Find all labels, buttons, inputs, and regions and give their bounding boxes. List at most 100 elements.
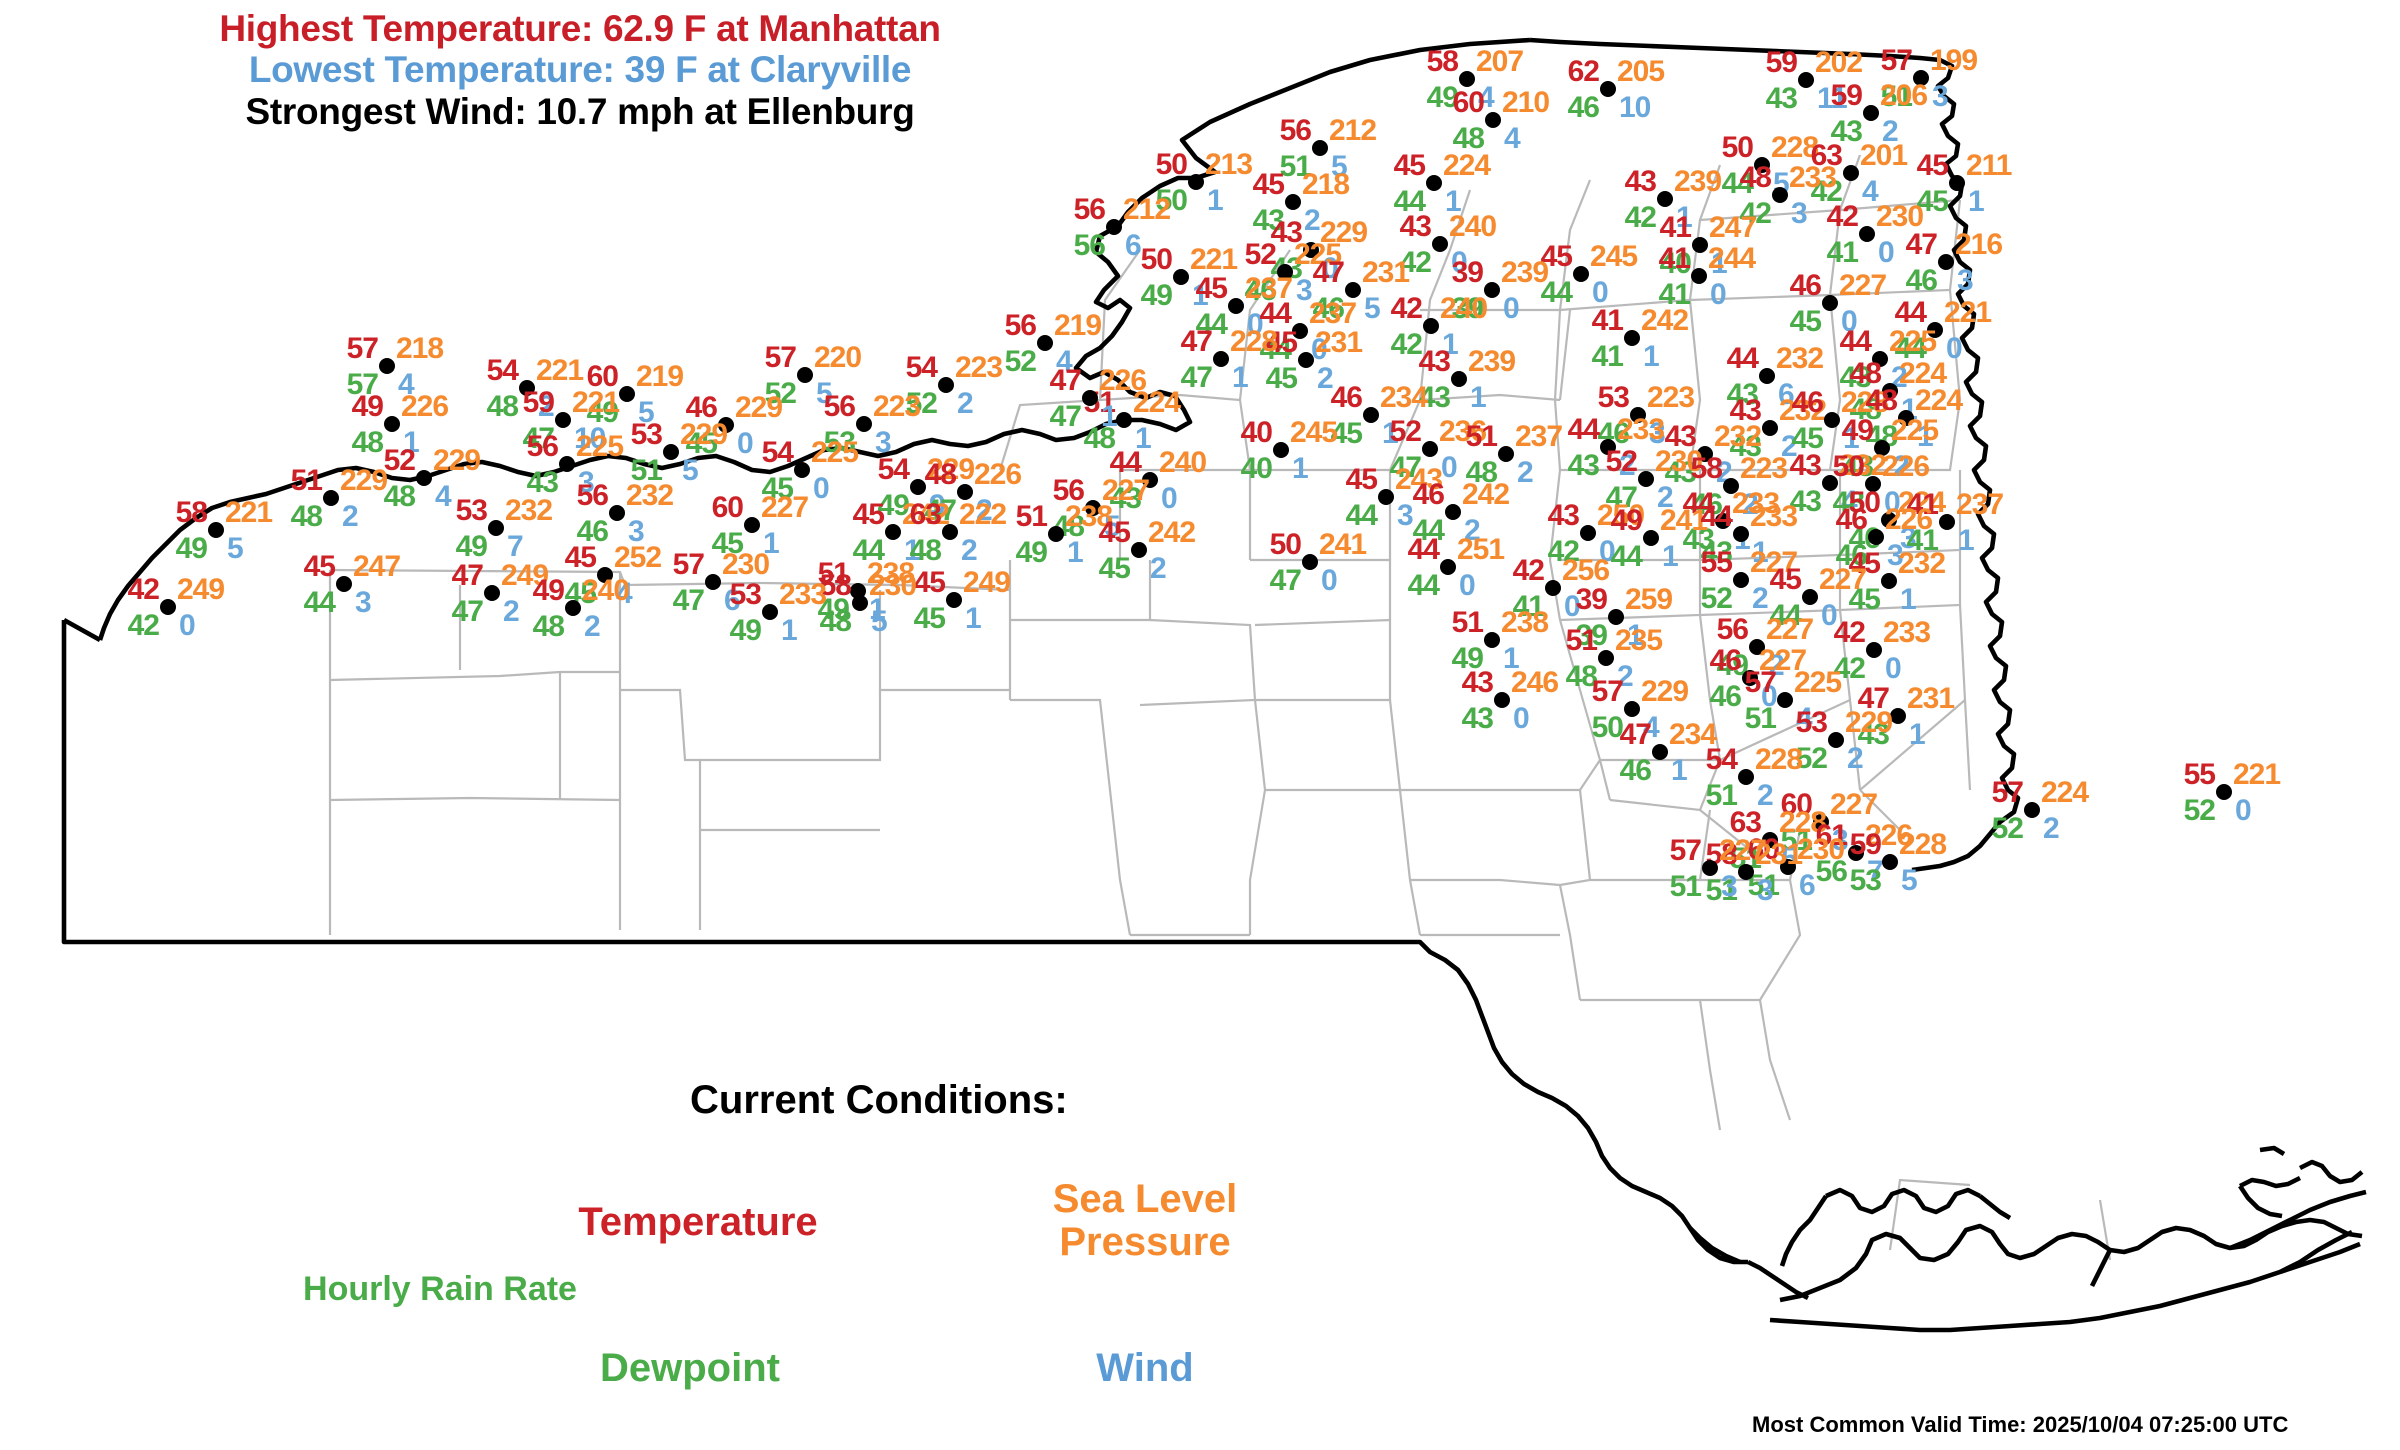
station-wind: 1 — [1627, 619, 1644, 652]
station-wind: 2 — [957, 387, 974, 420]
station-pressure: 230 — [1655, 445, 1703, 478]
station-temperature: 43 — [1789, 449, 1822, 482]
station-marker-icon — [1824, 412, 1840, 428]
station-pressure: 237 — [1245, 272, 1293, 305]
station-temperature: 60 — [1747, 833, 1780, 866]
station-dewpoint: 50 — [1591, 711, 1624, 744]
station-marker-icon — [1822, 475, 1838, 491]
station-pressure: 242 — [1462, 478, 1510, 511]
station-wind: 2 — [1464, 514, 1481, 547]
station-dewpoint: 52 — [1795, 742, 1828, 775]
station-marker-icon — [1484, 632, 1500, 648]
station-pressure: 242 — [1148, 516, 1196, 549]
station-temperature: 44 — [1894, 296, 1927, 329]
station-marker-icon — [2216, 784, 2232, 800]
station-temperature: 57 — [672, 548, 705, 581]
station-dewpoint: 43 — [1682, 523, 1715, 556]
station-pressure: 226 — [1885, 503, 1933, 536]
station-dewpoint: 43 — [1664, 456, 1697, 489]
station-marker-icon — [1733, 572, 1749, 588]
station-temperature: 46 — [685, 391, 718, 424]
station-marker-icon — [1813, 814, 1829, 830]
station-wind: 2 — [1517, 456, 1534, 489]
station-temperature: 58 — [175, 496, 208, 529]
station-temperature: 45 — [1393, 149, 1426, 182]
station-temperature: 46 — [1835, 503, 1868, 536]
station-pressure: 219 — [1054, 309, 1102, 342]
station-pressure: 226 — [974, 458, 1022, 491]
summary-header: Highest Temperature: 62.9 F at Manhattan… — [0, 8, 1160, 132]
station-dewpoint: 43 — [526, 466, 559, 499]
station-marker-icon — [1378, 489, 1394, 505]
station-wind: 2 — [1781, 430, 1798, 463]
station-temperature: 63 — [909, 498, 942, 531]
station-dewpoint: 41 — [1658, 278, 1691, 311]
station-pressure: 241 — [1660, 504, 1708, 537]
station-pressure: 218 — [1302, 168, 1350, 201]
station-pressure: 227 — [1759, 644, 1807, 677]
station-dewpoint: 48 — [1832, 486, 1865, 519]
station-wind: 3 — [578, 466, 595, 499]
station-marker-icon — [1106, 219, 1122, 235]
station-wind: 1 — [1662, 540, 1679, 573]
station-temperature: 50 — [1140, 243, 1173, 276]
station-wind: 1 — [1843, 422, 1860, 455]
station-wind: 0 — [1592, 276, 1609, 309]
station-dewpoint: 48 — [1849, 393, 1882, 426]
station-pressure: 239 — [1468, 345, 1516, 378]
station-wind: 5 — [871, 605, 888, 638]
station-marker-icon — [1273, 442, 1289, 458]
station-marker-icon — [1432, 236, 1448, 252]
station-marker-icon — [1882, 854, 1898, 870]
station-wind: 2 — [1617, 660, 1634, 693]
station-marker-icon — [1691, 268, 1707, 284]
station-dewpoint: 52 — [905, 387, 938, 420]
station-wind: 0 — [1878, 236, 1895, 269]
station-temperature: 51 — [1451, 606, 1484, 639]
station-temperature: 57 — [1744, 666, 1777, 699]
station-temperature: 53 — [1597, 381, 1630, 414]
station-temperature: 59 — [522, 386, 555, 419]
station-wind: 5 — [638, 396, 655, 429]
station-temperature: 41 — [1591, 304, 1624, 337]
station-marker-icon — [1082, 390, 1098, 406]
station-temperature: 49 — [351, 390, 384, 423]
station-dewpoint: 47 — [924, 494, 957, 527]
legend-slp-line2: Pressure — [1059, 1220, 1231, 1265]
station-wind: 4 — [435, 480, 452, 513]
station-pressure: 228 — [1230, 325, 1278, 358]
station-wind: 0 — [1441, 451, 1458, 484]
station-dewpoint: 51 — [1744, 702, 1777, 735]
station-temperature: 46 — [1330, 381, 1363, 414]
station-pressure: 219 — [636, 360, 684, 393]
station-wind: 1 — [1900, 583, 1917, 616]
station-temperature: 53 — [729, 578, 762, 611]
station-wind: 4 — [1478, 81, 1495, 114]
station-wind: 3 — [1932, 80, 1949, 113]
station-dewpoint: 48 — [351, 426, 384, 459]
station-wind: 0 — [1513, 702, 1530, 735]
station-dewpoint: 43 — [1700, 536, 1733, 569]
station-marker-icon — [856, 416, 872, 432]
station-marker-icon — [1738, 864, 1754, 880]
station-wind: 0 — [1503, 292, 1520, 325]
station-dewpoint: 49 — [729, 614, 762, 647]
station-marker-icon — [1874, 440, 1890, 456]
station-marker-icon — [1426, 175, 1442, 191]
station-pressure: 234 — [1380, 381, 1428, 414]
station-wind: 7 — [507, 530, 524, 563]
station-pressure: 231 — [1315, 326, 1363, 359]
station-pressure: 237 — [1309, 297, 1357, 330]
station-dewpoint: 46 — [1567, 91, 1600, 124]
station-dewpoint: 45 — [1098, 552, 1131, 585]
station-wind: 1 — [781, 614, 798, 647]
station-dewpoint: 52 — [1004, 345, 1037, 378]
station-wind: 2 — [1304, 204, 1321, 237]
station-marker-icon — [1733, 526, 1749, 542]
station-pressure: 232 — [1714, 420, 1762, 453]
station-pressure: 205 — [1617, 55, 1665, 88]
station-temperature: 45 — [303, 550, 336, 583]
station-marker-icon — [938, 377, 954, 393]
station-temperature: 59 — [1765, 46, 1798, 79]
station-pressure: 227 — [1719, 834, 1767, 867]
